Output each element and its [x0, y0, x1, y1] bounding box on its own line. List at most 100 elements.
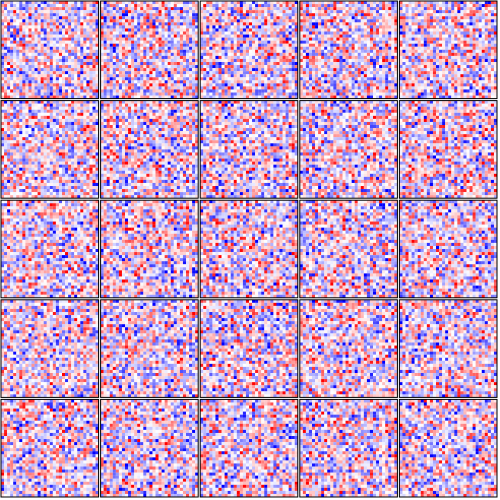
heatmap-cell [16, 34, 20, 38]
heatmap-cell [481, 40, 485, 44]
heatmap-cell [189, 22, 193, 26]
heatmap-cell [239, 86, 243, 90]
heatmap-cell [164, 13, 168, 17]
heatmap-cell [351, 49, 355, 53]
heatmap-cell [305, 19, 309, 23]
heatmap-cell [89, 55, 93, 59]
heatmap-cell [106, 37, 110, 41]
heatmap-cell [4, 16, 8, 20]
heatmap-cell [423, 83, 427, 87]
heatmap-cell [379, 68, 383, 72]
heatmap-cell [405, 49, 409, 53]
heatmap-cell [249, 92, 253, 96]
heatmap-cell [493, 28, 498, 32]
heatmap-cell [472, 62, 476, 66]
heatmap-cell [408, 52, 412, 56]
heatmap-cell [379, 10, 383, 14]
heatmap-cell [55, 74, 59, 78]
heatmap-cell [481, 13, 485, 17]
heatmap-cell [478, 31, 482, 35]
heatmap-cell [161, 7, 165, 11]
heatmap-cell [71, 65, 75, 69]
heatmap-cell [239, 4, 243, 8]
heatmap-cell [100, 80, 104, 84]
heatmap-cell [195, 19, 199, 23]
heatmap-cell [176, 22, 180, 26]
heatmap-cell [176, 52, 180, 56]
heatmap-cell [40, 92, 44, 96]
heatmap-cell [261, 49, 265, 53]
heatmap-cell [161, 28, 165, 32]
heatmap-cell [74, 34, 78, 38]
heatmap-cell [267, 46, 271, 50]
heatmap-cell [478, 71, 482, 75]
heatmap-cell [391, 58, 395, 63]
heatmap-cell [55, 25, 59, 29]
heatmap-cell [324, 68, 328, 72]
heatmap-cell [74, 43, 78, 47]
heatmap-cell [285, 46, 289, 50]
heatmap-cell [128, 34, 132, 38]
heatmap-cell [25, 74, 29, 78]
heatmap-cell [224, 58, 228, 63]
heatmap-cell [103, 16, 107, 20]
heatmap-cell [140, 16, 144, 20]
heatmap-cell [261, 65, 265, 69]
heatmap-cell [363, 13, 367, 17]
heatmap-cell [215, 95, 219, 99]
heatmap-cell [294, 37, 298, 41]
heatmap-cell [109, 46, 113, 50]
heatmap-cell [103, 13, 107, 17]
heatmap-cell [179, 28, 183, 32]
heatmap-cell [149, 1, 153, 5]
heatmap-cell [143, 58, 147, 63]
heatmap-cell [439, 52, 443, 56]
heatmap-cell [369, 13, 374, 17]
heatmap-cell [288, 62, 292, 66]
heatmap-cell [305, 49, 309, 53]
heatmap-cell [25, 31, 29, 35]
heatmap-cell [270, 52, 274, 56]
heatmap-cell [315, 40, 319, 44]
heatmap-cell [451, 46, 455, 50]
heatmap-cell [164, 40, 168, 44]
heatmap-cell [405, 7, 409, 11]
heatmap-cell [25, 49, 29, 53]
heatmap-cell [460, 31, 464, 35]
heatmap-cell [182, 7, 187, 11]
heatmap-cell [354, 37, 358, 41]
heatmap-cell [324, 10, 328, 14]
heatmap-cell [299, 86, 303, 90]
heatmap-cell [40, 34, 44, 38]
heatmap-cell [252, 58, 256, 63]
heatmap-cell [249, 52, 253, 56]
heatmap-cell [339, 46, 343, 50]
heatmap-cell [176, 10, 180, 14]
heatmap-cell [417, 37, 421, 41]
heatmap-cell [71, 43, 75, 47]
heatmap-cell [463, 52, 467, 56]
heatmap-cell [363, 62, 367, 66]
heatmap-cell [186, 19, 190, 23]
heatmap-cell [173, 34, 177, 38]
heatmap-cell [203, 1, 207, 5]
heatmap-cell [249, 74, 253, 78]
heatmap-cell [158, 74, 162, 78]
heatmap-cell [65, 62, 69, 66]
heatmap-cell [308, 28, 313, 32]
heatmap-cell [373, 31, 377, 35]
heatmap-cell [252, 7, 256, 11]
heatmap-cell [128, 68, 132, 72]
heatmap-cell [68, 55, 72, 59]
heatmap-cell [487, 49, 491, 53]
heatmap-cell [109, 34, 113, 38]
heatmap-cell [373, 43, 377, 47]
heatmap-cell [417, 46, 421, 50]
heatmap-cell [100, 89, 104, 93]
heatmap-cell [282, 43, 286, 47]
heatmap-cell [457, 37, 461, 41]
heatmap-cell [16, 13, 20, 17]
heatmap-cell [363, 49, 367, 53]
heatmap-cell [299, 52, 303, 56]
heatmap-cell [273, 77, 277, 81]
